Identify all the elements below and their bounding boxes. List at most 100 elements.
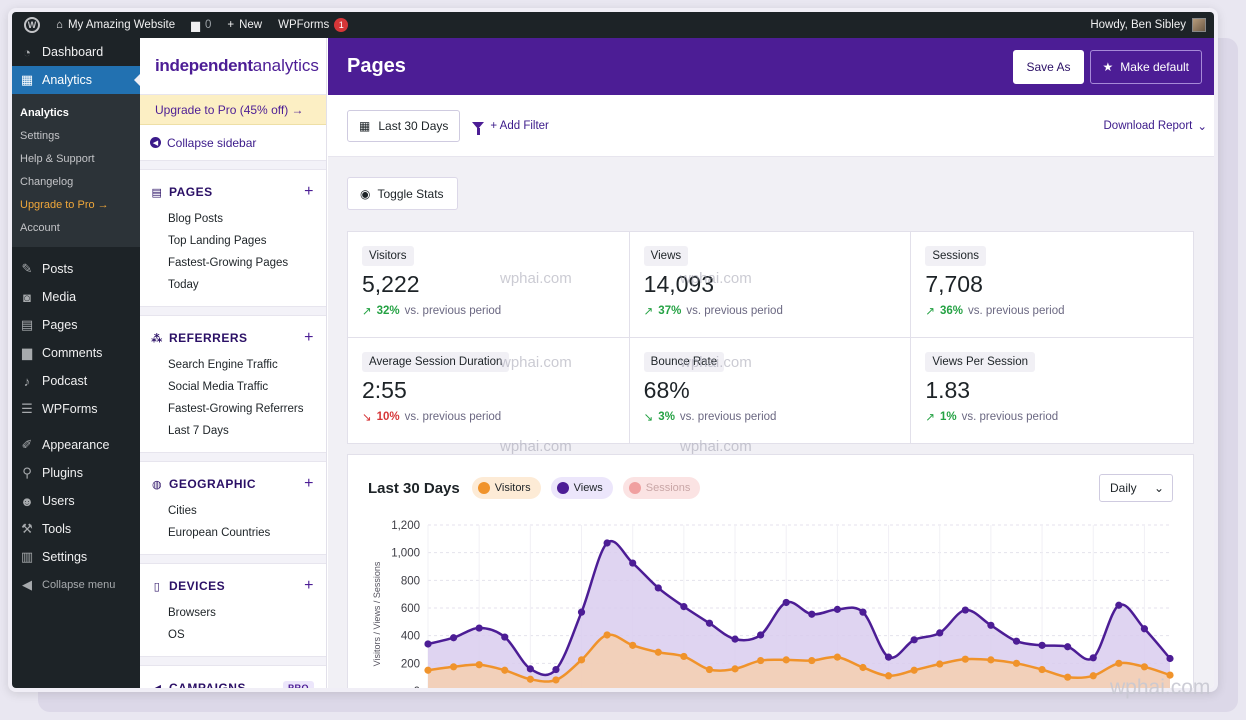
y-tick-label: 1,200 [391, 520, 420, 532]
legend-visitors[interactable]: Visitors [471, 477, 541, 499]
collapse-menu-button[interactable]: ◀ Collapse menu [12, 571, 140, 599]
menu-podcast[interactable]: ♪ Podcast [12, 367, 140, 395]
section-header: ◀ CAMPAIGNS PRO [140, 678, 326, 692]
wpforms-link[interactable]: WPForms 1 [270, 12, 356, 38]
download-report-button[interactable]: Download Report ⌄ [1104, 119, 1208, 133]
wp-logo-menu[interactable]: W [12, 12, 48, 38]
interval-select[interactable]: Daily ⌄ [1099, 474, 1173, 502]
avatar [1192, 18, 1206, 32]
data-point-visitors [629, 641, 637, 649]
menu-plugins[interactable]: ⚲ Plugins [12, 459, 140, 487]
menu-label: Users [42, 494, 75, 508]
stat-label: Views [643, 246, 689, 266]
account-menu[interactable]: Howdy, Ben Sibley [1090, 18, 1214, 32]
section-title: CAMPAIGNS [169, 681, 246, 692]
menu-analytics[interactable]: ▦ Analytics [12, 66, 140, 94]
wp-admin-sidebar: ◔ Dashboard ▦ Analytics Analytics Settings… [12, 38, 140, 688]
menu-label: Tools [42, 522, 72, 536]
legend-swatch [477, 482, 490, 494]
menu-media[interactable]: ◙ Media [12, 283, 140, 311]
menu-pages[interactable]: ▤ Pages [12, 311, 140, 339]
report-link[interactable]: Search Engine Traffic [168, 359, 278, 371]
add-report-button[interactable]: + [304, 577, 314, 594]
data-point-visitors [1166, 671, 1174, 679]
submenu-help[interactable]: Help & Support [20, 152, 95, 165]
page-header: Pages Save As ★ Make default [328, 38, 1214, 95]
section-title: DEVICES [169, 579, 226, 593]
menu-users[interactable]: ☻ Users [12, 487, 140, 515]
menu-label: Pages [42, 318, 78, 332]
upgrade-banner[interactable]: Upgrade to Pro (45% off) → [140, 95, 326, 125]
chart-icon: ▦ [20, 72, 34, 87]
arrow-up-icon: ↗ [925, 411, 935, 424]
data-point-views [987, 621, 995, 629]
data-point-views [629, 559, 637, 567]
y-tick-label: 200 [401, 658, 420, 670]
add-report-button[interactable]: + [304, 475, 314, 492]
stat-label: Bounce Rate [643, 351, 725, 372]
save-as-button[interactable]: Save As [1013, 49, 1084, 84]
menu-settings[interactable]: ▥ Settings [12, 543, 140, 571]
collapse-icon: ◀ [22, 577, 32, 592]
wrench-icon: ⚒ [21, 521, 33, 536]
report-link[interactable]: OS [168, 629, 185, 641]
report-link[interactable]: Blog Posts [168, 213, 223, 225]
report-link[interactable]: Social Media Traffic [168, 381, 269, 393]
report-link[interactable]: Cities [168, 505, 197, 517]
submenu-settings[interactable]: Settings [20, 129, 60, 142]
comments-link[interactable]: ▆ 0 [183, 12, 219, 38]
legend-views[interactable]: Views [550, 477, 613, 499]
logo-bold-text: independent [155, 56, 253, 75]
new-content-link[interactable]: + New [219, 12, 270, 38]
menu-wpforms[interactable]: ☰ WPForms [12, 395, 140, 423]
add-report-button[interactable]: + [304, 329, 314, 346]
report-link[interactable]: Fastest-Growing Referrers [168, 403, 304, 415]
data-point-visitors [833, 653, 841, 661]
collapse-sidebar-button[interactable]: ◀ Collapse sidebar [140, 125, 326, 161]
menu-comments[interactable]: ▆ Comments [12, 339, 140, 367]
report-link[interactable]: Fastest-Growing Pages [168, 257, 289, 269]
add-filter-button[interactable]: + Add Filter [472, 120, 549, 135]
wordpress-icon: W [24, 17, 40, 33]
section-geographic: ◍ GEOGRAPHIC + Cities European Countries [140, 461, 326, 555]
legend-sessions[interactable]: Sessions [622, 477, 701, 499]
users-icon: ☻ [20, 493, 34, 509]
add-report-button[interactable]: + [304, 183, 314, 200]
data-point-visitors [987, 656, 995, 664]
page-title: Pages [347, 55, 406, 77]
media-icon: ◙ [23, 289, 31, 305]
report-link[interactable]: Top Landing Pages [168, 235, 267, 247]
menu-tools[interactable]: ⚒ Tools [12, 515, 140, 543]
y-tick-label: 800 [401, 575, 420, 587]
button-label: Make default [1120, 59, 1189, 74]
data-point-views [1115, 601, 1123, 609]
y-tick-label: 600 [401, 603, 420, 615]
date-range-button[interactable]: ▦ Last 30 Days [347, 109, 461, 142]
report-link[interactable]: European Countries [168, 527, 271, 539]
stat-label: Average Session Duration [362, 351, 510, 372]
report-link[interactable]: Browsers [168, 607, 216, 619]
report-link[interactable]: Today [168, 279, 199, 291]
submenu-changelog[interactable]: Changelog [20, 175, 74, 188]
stat-compare: vs. previous period [404, 305, 502, 317]
data-point-visitors [910, 666, 918, 674]
stat-value: 68% [643, 376, 690, 403]
submenu-upgrade[interactable]: Upgrade to Pro → [20, 198, 109, 211]
menu-dashboard[interactable]: ◔ Dashboard [12, 38, 140, 66]
chevron-left-icon: ◀ [150, 137, 161, 148]
form-icon: ☰ [21, 401, 33, 416]
make-default-button[interactable]: ★ Make default [1089, 49, 1202, 84]
submenu-account[interactable]: Account [20, 221, 60, 234]
menu-appearance[interactable]: ✐ Appearance [12, 431, 140, 459]
toggle-stats-button[interactable]: ◉ Toggle Stats [347, 177, 458, 210]
menu-label: Appearance [42, 438, 110, 452]
legend-swatch [628, 482, 641, 494]
submenu-analytics[interactable]: Analytics [20, 106, 69, 119]
button-label: Save As [1026, 59, 1071, 74]
site-name-link[interactable]: ⌂ My Amazing Website [48, 12, 183, 38]
menu-posts[interactable]: ✎ Posts [12, 255, 140, 283]
data-point-visitors [884, 672, 893, 680]
report-link[interactable]: Last 7 Days [168, 425, 229, 437]
microphone-icon: ♪ [23, 373, 31, 389]
section-header: ⁂ REFERRERS + [140, 328, 326, 348]
